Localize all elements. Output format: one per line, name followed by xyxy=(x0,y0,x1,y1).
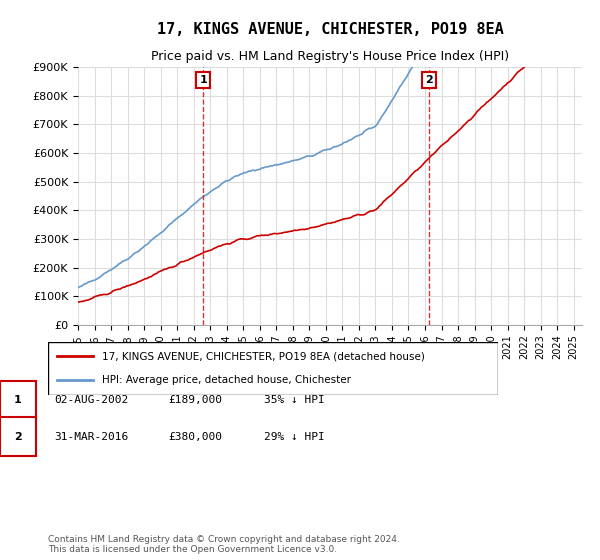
Text: 31-MAR-2016: 31-MAR-2016 xyxy=(54,432,128,442)
Text: 35% ↓ HPI: 35% ↓ HPI xyxy=(264,395,325,405)
Text: 2: 2 xyxy=(14,432,22,442)
FancyBboxPatch shape xyxy=(48,342,498,395)
Text: 17, KINGS AVENUE, CHICHESTER, PO19 8EA (detached house): 17, KINGS AVENUE, CHICHESTER, PO19 8EA (… xyxy=(102,352,425,362)
Text: Contains HM Land Registry data © Crown copyright and database right 2024.
This d: Contains HM Land Registry data © Crown c… xyxy=(48,535,400,554)
Text: 29% ↓ HPI: 29% ↓ HPI xyxy=(264,432,325,442)
Text: 1: 1 xyxy=(14,395,22,405)
Text: £189,000: £189,000 xyxy=(168,395,222,405)
Text: 02-AUG-2002: 02-AUG-2002 xyxy=(54,395,128,405)
Text: 17, KINGS AVENUE, CHICHESTER, PO19 8EA: 17, KINGS AVENUE, CHICHESTER, PO19 8EA xyxy=(157,22,503,38)
Text: 2: 2 xyxy=(425,75,433,85)
Text: HPI: Average price, detached house, Chichester: HPI: Average price, detached house, Chic… xyxy=(102,375,351,385)
Text: £380,000: £380,000 xyxy=(168,432,222,442)
Text: Price paid vs. HM Land Registry's House Price Index (HPI): Price paid vs. HM Land Registry's House … xyxy=(151,50,509,63)
Text: 1: 1 xyxy=(199,75,207,85)
